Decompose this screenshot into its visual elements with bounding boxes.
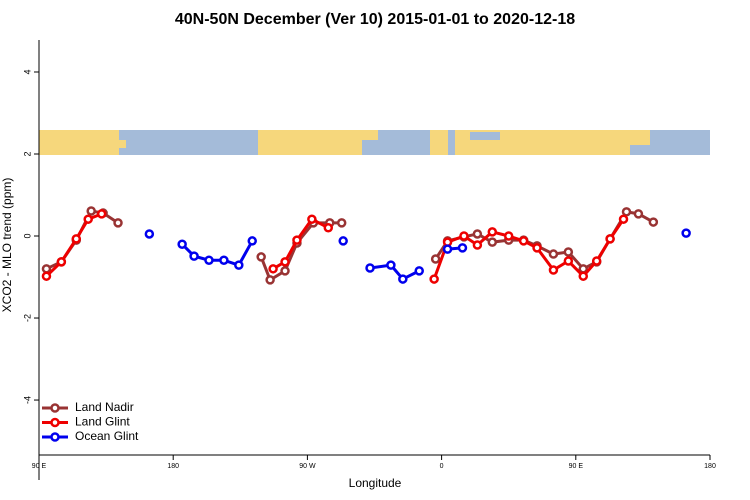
- y-tick-label: -2: [22, 314, 32, 322]
- data-point: [621, 207, 632, 217]
- data-point: [414, 266, 424, 276]
- y-axis-label: XCO2 - MLO trend (ppm): [0, 178, 14, 313]
- data-point: [189, 251, 199, 261]
- data-point: [83, 214, 93, 224]
- data-point: [618, 214, 629, 224]
- data-point: [144, 229, 155, 239]
- data-point: [71, 234, 82, 244]
- legend-marker: [50, 403, 60, 413]
- y-tick-label: 0: [22, 234, 32, 239]
- series-line: [45, 209, 655, 283]
- data-point: [487, 237, 498, 247]
- data-point: [256, 252, 266, 262]
- data-point: [280, 257, 290, 267]
- x-tick-label: 90 E: [32, 463, 47, 470]
- data-point: [429, 274, 439, 284]
- data-point: [56, 257, 67, 267]
- data-point: [204, 255, 214, 265]
- data-point: [247, 236, 257, 246]
- data-point: [234, 260, 244, 270]
- data-point: [86, 206, 96, 216]
- data-point: [518, 236, 529, 246]
- x-tick-label: 180: [167, 463, 179, 470]
- data-point: [548, 249, 559, 259]
- x-tick-label: 180: [704, 463, 716, 470]
- chart-title: 40N-50N December (Ver 10) 2015-01-01 to …: [175, 11, 575, 28]
- legend-label: Ocean Glint: [75, 429, 139, 443]
- data-point: [386, 260, 396, 270]
- data-point: [113, 218, 123, 228]
- data-point: [591, 256, 602, 266]
- data-point: [96, 209, 107, 219]
- data-point: [563, 256, 574, 266]
- data-point: [681, 228, 691, 238]
- data-point: [430, 254, 441, 264]
- data-point: [532, 243, 542, 253]
- map-strip: [39, 130, 710, 155]
- data-point: [265, 275, 275, 285]
- data-point: [548, 265, 559, 275]
- x-axis-label: Longitude: [349, 476, 402, 490]
- data-point: [41, 271, 52, 281]
- data-point: [457, 243, 468, 253]
- data-point: [633, 209, 644, 219]
- data-point: [336, 218, 347, 228]
- data-point: [365, 263, 375, 273]
- x-tick-label: 0: [440, 463, 444, 470]
- y-tick-label: 2: [22, 151, 32, 156]
- data-point: [605, 234, 615, 244]
- data-point: [268, 264, 278, 274]
- data-point: [292, 235, 302, 245]
- data-point: [472, 240, 483, 250]
- legend-label: Land Nadir: [75, 400, 134, 414]
- legend-marker: [50, 432, 60, 442]
- x-tick-label: 90 E: [569, 463, 584, 470]
- data-point: [323, 223, 334, 233]
- data-point: [398, 274, 408, 284]
- data-point: [563, 247, 574, 257]
- data-point: [459, 231, 469, 241]
- data-point: [472, 229, 483, 239]
- data-point: [41, 264, 52, 274]
- data-point: [487, 227, 498, 237]
- data-point: [177, 239, 187, 249]
- data-point: [307, 214, 317, 224]
- data-point: [280, 266, 290, 276]
- data-point: [578, 271, 589, 281]
- legend-marker: [50, 417, 60, 428]
- data-point: [338, 236, 348, 246]
- data-point: [219, 255, 229, 265]
- data-point: [503, 231, 514, 241]
- y-tick-label: 4: [22, 69, 32, 74]
- x-tick-label: 90 W: [299, 463, 316, 470]
- data-point: [648, 217, 659, 227]
- legend-label: Land Glint: [75, 415, 130, 429]
- data-point: [442, 244, 453, 254]
- y-tick-label: -4: [22, 396, 32, 404]
